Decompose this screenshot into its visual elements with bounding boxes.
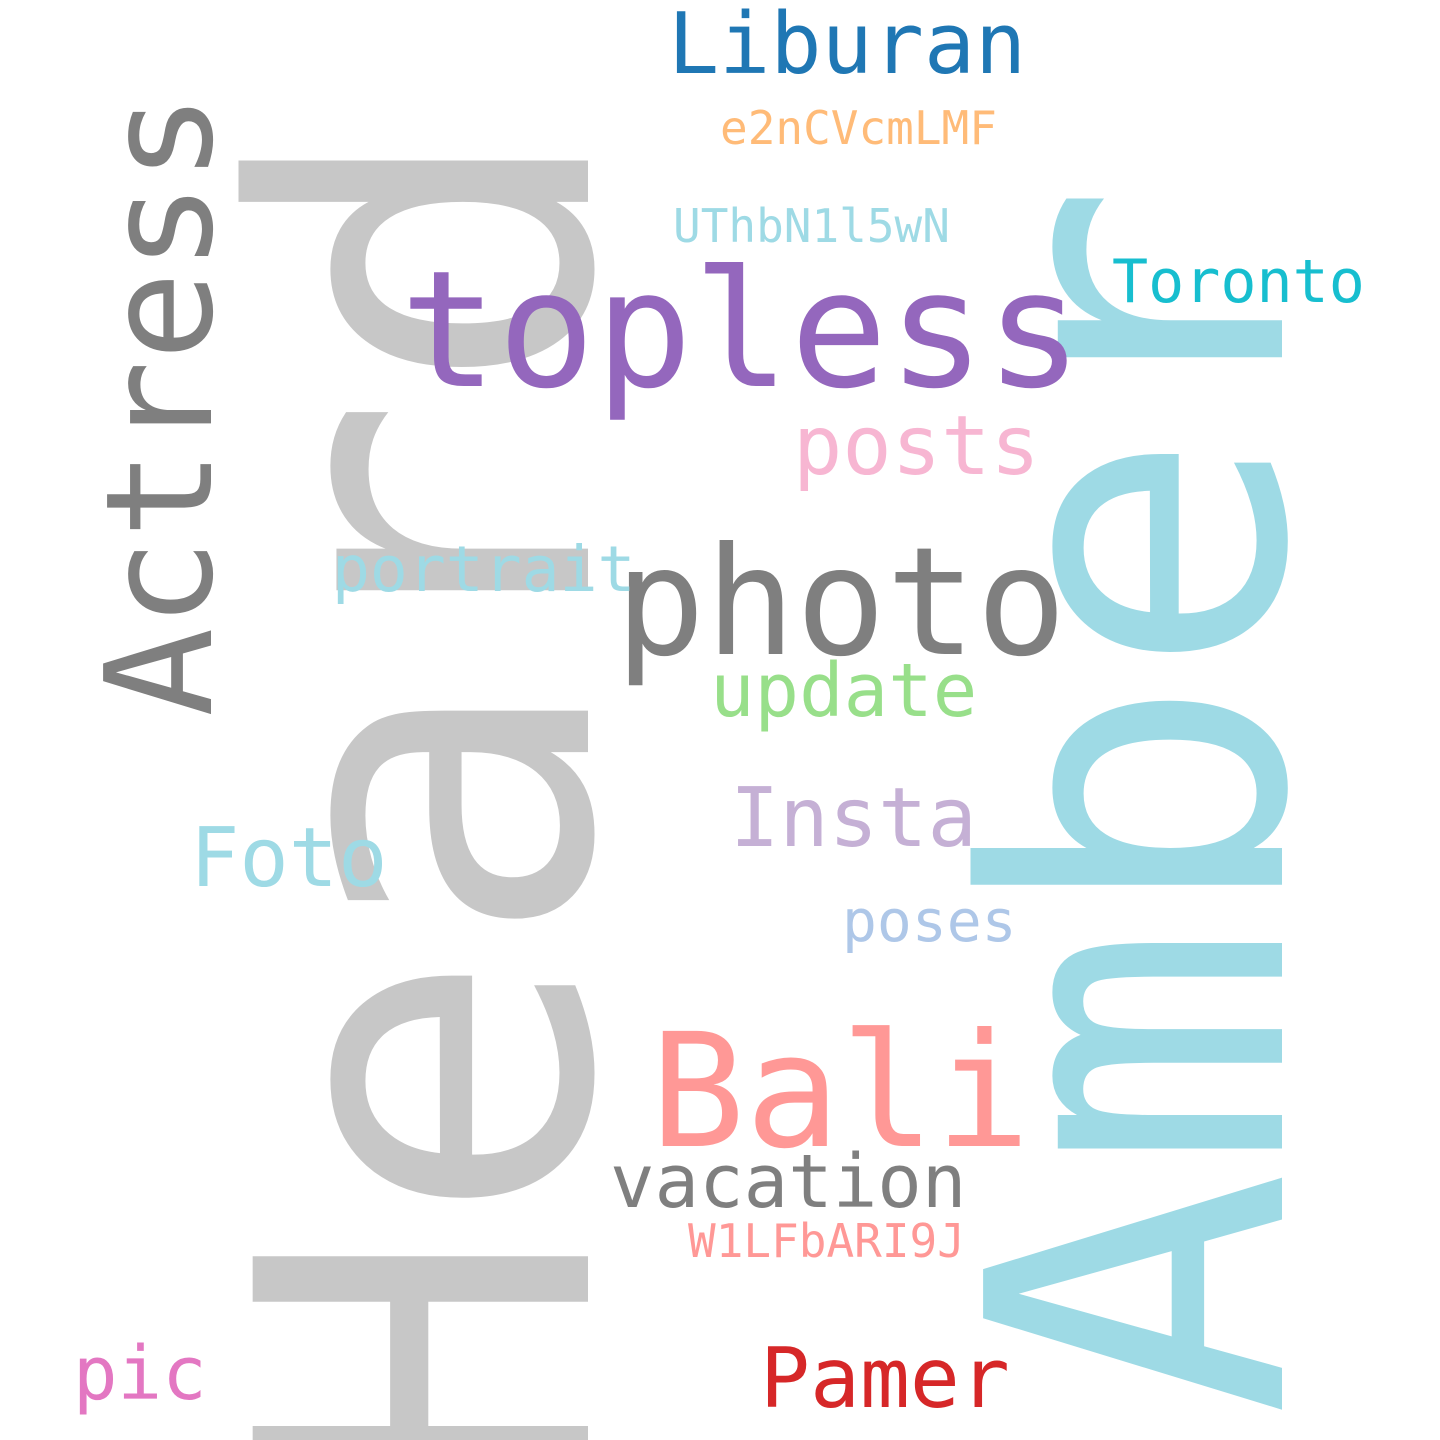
word-pamer: Pamer — [760, 1330, 1010, 1427]
word-update: update — [710, 648, 978, 734]
word-topless: topless — [400, 237, 1083, 425]
word-actress: Actress — [74, 93, 246, 717]
word-uthbn1l5wn: UThbN1l5wN — [673, 199, 950, 253]
word-posts: posts — [793, 399, 1040, 494]
word-liburan: Liburan — [668, 0, 1027, 94]
word-vacation: vacation — [610, 1139, 967, 1225]
word-w1lfbari9j: W1LFbARI9J — [688, 1214, 965, 1268]
word-heard: Heard — [162, 117, 697, 1440]
word-photo: photo — [615, 516, 1067, 690]
word-foto: Foto — [190, 811, 388, 906]
word-bali: Bali — [650, 1000, 1031, 1184]
word-insta: Insta — [730, 771, 977, 866]
word-poses: poses — [842, 887, 1017, 955]
word-toronto: Toronto — [1112, 247, 1365, 317]
word-portrait: portrait — [332, 533, 636, 606]
word-e2ncvcmlmf: e2nCVcmLMF — [720, 101, 997, 155]
word-pic: pic — [73, 1331, 207, 1417]
